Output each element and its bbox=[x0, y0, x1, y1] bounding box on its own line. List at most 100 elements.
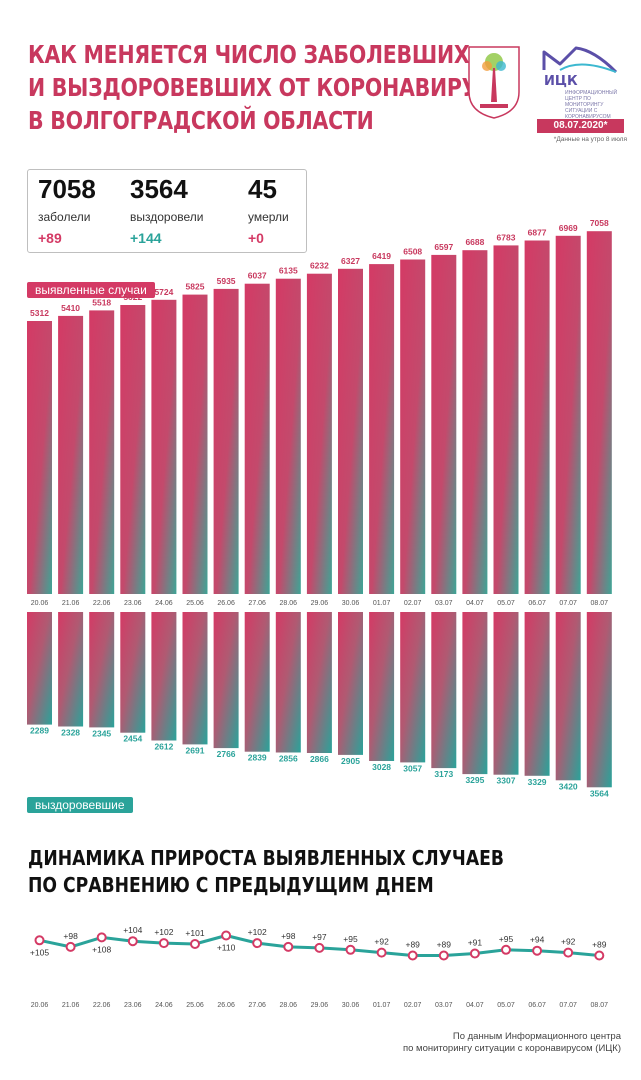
case-bar bbox=[400, 259, 426, 594]
stat-deaths-label: умерли bbox=[248, 210, 289, 224]
date-tick-label: 05.07 bbox=[497, 600, 515, 607]
date-tick-label: 21.06 bbox=[62, 600, 80, 607]
recovered-bar bbox=[89, 612, 115, 728]
date-tick-label: 01.07 bbox=[373, 600, 391, 607]
growth-point bbox=[96, 932, 107, 943]
stat-recovered-delta: +144 bbox=[130, 230, 162, 246]
case-value-label: 6419 bbox=[372, 251, 391, 261]
growth-value-label: +92 bbox=[561, 937, 576, 947]
recovered-value-label: 3173 bbox=[434, 769, 453, 779]
growth-title: ДИНАМИКА ПРИРОСТА ВЫЯВЛЕННЫХ СЛУЧАЕВ ПО … bbox=[28, 845, 510, 899]
growth-point bbox=[65, 941, 76, 952]
case-bar bbox=[120, 305, 146, 594]
case-value-label: 6327 bbox=[341, 256, 360, 266]
growth-point bbox=[158, 938, 169, 949]
recovered-bar bbox=[493, 612, 519, 775]
date-tick-label: 24.06 bbox=[155, 600, 173, 607]
line-chart: +105 20.06 +98 21.06 +108 22.06 +104 23.06 +102 2… bbox=[30, 925, 609, 1009]
legend-recovered: выздоровевшие bbox=[27, 797, 133, 813]
growth-point bbox=[532, 945, 543, 956]
growth-point bbox=[438, 950, 449, 961]
growth-point bbox=[345, 944, 356, 955]
growth-date-label: 08.07 bbox=[591, 1002, 609, 1009]
date-tick-label: 03.07 bbox=[435, 600, 453, 607]
growth-value-label: +110 bbox=[217, 943, 236, 953]
date-tick-label: 27.06 bbox=[248, 600, 266, 607]
recovered-bar bbox=[400, 612, 426, 763]
growth-point bbox=[407, 950, 418, 961]
growth-title-line-1: ДИНАМИКА ПРИРОСТА ВЫЯВЛЕННЫХ СЛУЧАЕВ bbox=[28, 846, 504, 870]
growth-value-label: +89 bbox=[405, 940, 420, 950]
case-value-label: 5935 bbox=[217, 276, 236, 286]
growth-point bbox=[283, 941, 294, 952]
date-tick-label: 04.07 bbox=[466, 600, 484, 607]
recovered-bar bbox=[306, 612, 332, 753]
case-value-label: 6783 bbox=[497, 232, 516, 242]
growth-date-label: 20.06 bbox=[31, 1002, 49, 1009]
case-bar bbox=[58, 315, 84, 594]
growth-point bbox=[563, 947, 574, 958]
date-tick-label: 06.07 bbox=[528, 600, 546, 607]
coat-of-arms-icon bbox=[468, 46, 520, 119]
growth-value-label: +89 bbox=[592, 940, 607, 950]
title-line-3: В ВОЛГОГРАДСКОЙ ОБЛАСТИ bbox=[28, 106, 374, 135]
growth-value-label: +101 bbox=[185, 928, 204, 938]
recovered-value-label: 2345 bbox=[92, 728, 111, 738]
recovered-bar bbox=[213, 612, 239, 749]
growth-value-label: +102 bbox=[248, 927, 267, 937]
stat-deaths-delta: +0 bbox=[248, 230, 264, 246]
source-line-2: по мониторингу ситуации с коронавирусом … bbox=[402, 1043, 621, 1054]
growth-date-label: 07.07 bbox=[559, 1002, 577, 1009]
growth-point bbox=[314, 942, 325, 953]
recovered-value-label: 3420 bbox=[559, 781, 578, 791]
growth-date-label: 26.06 bbox=[217, 1002, 235, 1009]
growth-date-label: 23.06 bbox=[124, 1002, 142, 1009]
recovered-value-label: 3295 bbox=[465, 775, 484, 785]
date-tick-label: 28.06 bbox=[280, 600, 298, 607]
growth-value-label: +97 bbox=[312, 932, 327, 942]
recovered-bar bbox=[120, 612, 146, 733]
growth-value-label: +91 bbox=[468, 938, 483, 948]
growth-value-label: +89 bbox=[437, 940, 452, 950]
case-value-label: 6688 bbox=[465, 237, 484, 247]
growth-date-label: 06.07 bbox=[528, 1002, 546, 1009]
summary-panel: 7058 заболели +89 3564 выздоровели +144 … bbox=[27, 169, 307, 253]
recovered-value-label: 3028 bbox=[372, 762, 391, 772]
case-value-label: 6037 bbox=[248, 271, 267, 281]
growth-date-label: 02.07 bbox=[404, 1002, 422, 1009]
recovered-value-label: 3564 bbox=[590, 788, 609, 798]
case-bar bbox=[151, 299, 177, 594]
recovered-bar bbox=[369, 612, 395, 761]
growth-date-label: 29.06 bbox=[311, 1002, 329, 1009]
growth-point bbox=[594, 950, 605, 961]
growth-date-label: 21.06 bbox=[62, 1002, 80, 1009]
case-value-label: 5518 bbox=[92, 297, 111, 307]
case-bar bbox=[182, 294, 208, 594]
recovered-bar bbox=[58, 612, 84, 727]
case-bar bbox=[431, 254, 457, 594]
growth-date-label: 04.07 bbox=[466, 1002, 484, 1009]
case-bar bbox=[27, 321, 52, 594]
growth-value-label: +98 bbox=[281, 931, 296, 941]
case-value-label: 6135 bbox=[279, 266, 298, 276]
stat-cases-delta: +89 bbox=[38, 230, 62, 246]
date-tick-label: 20.06 bbox=[31, 600, 49, 607]
case-value-label: 5410 bbox=[61, 303, 80, 313]
case-bar bbox=[493, 245, 519, 594]
growth-date-label: 25.06 bbox=[186, 1002, 204, 1009]
growth-date-label: 27.06 bbox=[248, 1002, 266, 1009]
case-value-label: 6597 bbox=[434, 242, 453, 252]
date-tick-label: 02.07 bbox=[404, 600, 422, 607]
date-badge: 08.07.2020* bbox=[537, 119, 624, 133]
case-value-label: 6877 bbox=[528, 228, 547, 238]
recovered-value-label: 3329 bbox=[528, 777, 547, 787]
case-bar bbox=[275, 278, 301, 594]
recovered-value-label: 2866 bbox=[310, 754, 329, 764]
stat-cases-label: заболели bbox=[38, 210, 91, 224]
case-value-label: 5825 bbox=[186, 282, 205, 292]
case-value-label: 5724 bbox=[154, 287, 173, 297]
case-bar bbox=[306, 273, 332, 594]
date-note: *Данные на утро 8 июля bbox=[553, 136, 627, 143]
source-note: По данным Информационного центра по мони… bbox=[321, 1031, 621, 1055]
case-value-label: 7058 bbox=[590, 218, 609, 228]
